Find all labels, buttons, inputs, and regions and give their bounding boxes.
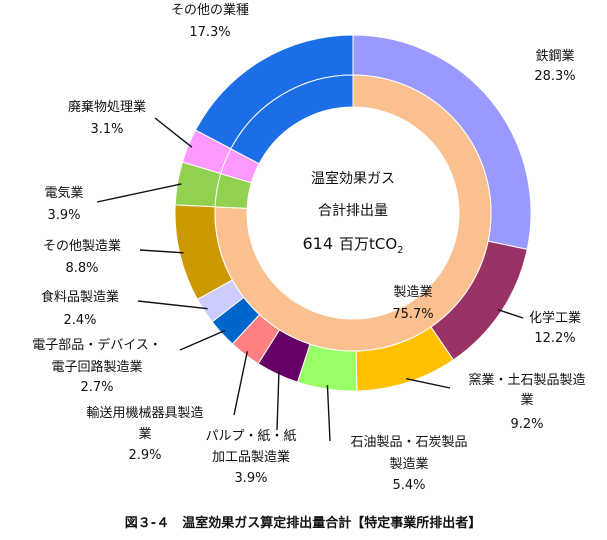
slice-label-name-0: 鉄鋼業: [535, 48, 574, 64]
inner-label-value: 75.7%: [392, 307, 433, 322]
slice-label-name-8: その他製造業: [43, 238, 121, 254]
leader-line-3: [326, 385, 331, 442]
slice-label-name-10: 廃棄物処理業: [68, 99, 146, 115]
slice-label-name-9: 電気業: [44, 185, 83, 201]
total-value: 614: [302, 234, 333, 253]
slice-label-name-7: 食料品製造業: [41, 289, 119, 305]
slice-label-name-6-0: 電子部品・デバイス・: [32, 337, 162, 353]
total-unit-subscript: 2: [397, 245, 403, 256]
slice-label-name-1: 化学工業: [529, 310, 581, 326]
slice-label-value-0: 28.3%: [534, 69, 575, 84]
slice-label-name-5-0: 輸送用機械器具製造: [86, 406, 203, 421]
leader-line-7: [137, 300, 208, 310]
slice-label-value-11: 17.3%: [189, 25, 230, 40]
slice-label-name-6-1: 電子回路製造業: [51, 359, 142, 375]
leader-line-5: [233, 351, 248, 416]
slice-label-name-3-0: 石油製品・石炭製品: [350, 435, 467, 450]
slice-label-name-4-1: 加工品製造業: [212, 449, 290, 465]
leader-line-6: [179, 329, 226, 351]
slice-label-value-10: 3.1%: [90, 122, 123, 137]
leader-line-2: [406, 377, 451, 389]
slice-label-value-5: 2.9%: [128, 448, 161, 463]
slice-label-value-9: 3.9%: [47, 208, 80, 223]
slice-label-name-2-0: 窯業・土石製品製造: [468, 372, 585, 388]
slice-label-value-3: 5.4%: [392, 478, 425, 493]
slice-labels: 鉄鋼業28.3%化学工業12.2%窯業・土石製品製造業9.2%石油製品・石炭製品…: [32, 2, 585, 493]
slice-label-name-11: その他の業種: [171, 2, 249, 18]
slice-label-name-2-1: 業: [520, 392, 533, 408]
leader-line-10: [154, 117, 193, 148]
leader-line-8: [139, 249, 184, 254]
leader-line-9: [96, 183, 182, 203]
leader-line-4: [276, 370, 280, 431]
leader-lines: [96, 117, 524, 442]
slice-label-name-3-1: 製造業: [389, 456, 428, 472]
total-label-line-1: 温室効果ガス: [311, 170, 395, 187]
inner-label-name: 製造業: [393, 284, 432, 300]
inner-slice-0: [214, 74, 492, 352]
slice-label-value-7: 2.4%: [63, 313, 96, 328]
leader-line-1: [497, 308, 524, 319]
slice-label-name-4-0: パルプ・紙・紙: [205, 429, 296, 444]
slice-label-value-8: 8.8%: [65, 261, 98, 276]
total-label-line-2: 合計排出量: [318, 203, 388, 219]
slice-label-value-4: 3.9%: [234, 471, 267, 486]
total-unit: 百万tCO: [339, 235, 397, 253]
total-value-line: 614 百万tCO2: [302, 234, 403, 256]
inner-slice-3: [230, 74, 354, 165]
slice-label-value-1: 12.2%: [534, 331, 575, 346]
inner-ring: [214, 74, 492, 352]
figure-caption: 図３-４ 温室効果ガス算定排出量合計【特定事業所排出者】: [125, 515, 481, 531]
slice-label-value-6: 2.7%: [80, 380, 113, 395]
slice-label-name-5-1: 業: [138, 426, 151, 442]
outer-ring: [174, 34, 532, 392]
slice-label-value-2: 9.2%: [510, 417, 543, 432]
